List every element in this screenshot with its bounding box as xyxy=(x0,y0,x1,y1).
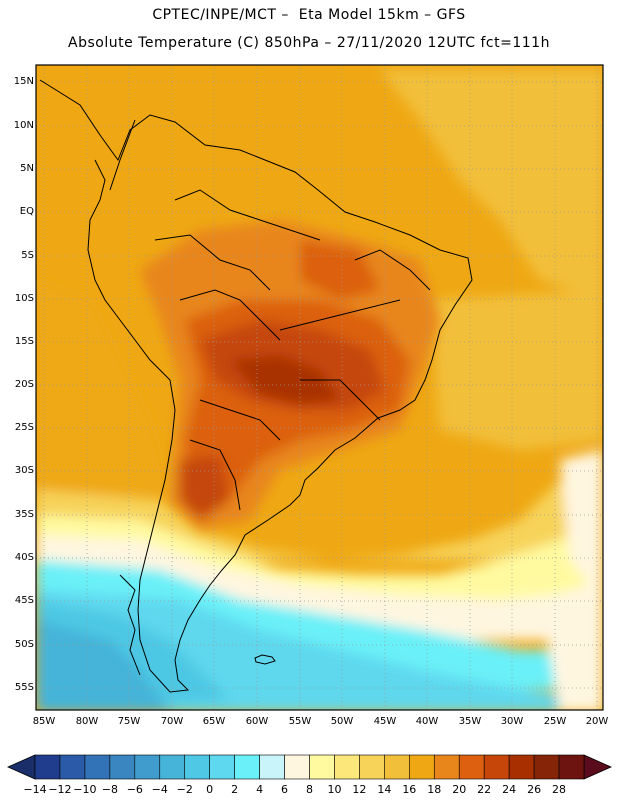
colorbar-label: −4 xyxy=(151,783,168,796)
colorbar-label: 4 xyxy=(256,783,264,796)
colorbar-label: 20 xyxy=(452,783,467,796)
south-america-coastline xyxy=(39,79,473,693)
lon-label: 40W xyxy=(415,716,439,727)
colorbar-label: −12 xyxy=(48,783,72,796)
colorbar-swatch xyxy=(409,754,435,780)
graticule xyxy=(36,65,603,710)
lon-label: 70W xyxy=(160,716,184,727)
colorbar-label: 8 xyxy=(306,783,313,796)
temperature-field xyxy=(36,65,603,710)
colorbar-swatch xyxy=(508,754,535,780)
falkland-islands xyxy=(254,654,276,665)
colorbar-label: −2 xyxy=(176,783,193,796)
lat-label: 30S xyxy=(14,465,34,476)
map-frame xyxy=(35,64,604,711)
lat-label: 40S xyxy=(14,552,34,563)
lon-label: 85W xyxy=(32,716,56,727)
coastline-borders xyxy=(39,79,473,693)
colorbar-swatch xyxy=(359,754,385,780)
lat-label: 55S xyxy=(14,682,34,693)
lon-label: 75W xyxy=(117,716,141,727)
colorbar-swatch xyxy=(558,754,585,780)
lat-label: 5S xyxy=(21,250,34,261)
colorbar-swatch xyxy=(384,754,410,780)
lat-label: 5N xyxy=(20,163,34,174)
lon-label: 80W xyxy=(75,716,99,727)
colorbar-swatch xyxy=(309,754,335,780)
lon-label: 60W xyxy=(245,716,269,727)
lon-label: 35W xyxy=(458,716,482,727)
colorbar-label: 14 xyxy=(377,783,392,796)
colorbar-label: 0 xyxy=(206,783,214,796)
lat-label: 35S xyxy=(14,509,34,520)
colorbar-swatch xyxy=(533,754,560,780)
lat-label: 20S xyxy=(14,379,34,390)
colorbar-label: 16 xyxy=(402,783,417,796)
lat-label: 10S xyxy=(14,293,34,304)
colorbar-label: 22 xyxy=(477,783,492,796)
colorbar-label: 24 xyxy=(502,783,517,796)
colorbar-label: −14 xyxy=(23,783,47,796)
colorbar-label: −6 xyxy=(126,783,143,796)
lon-label: 55W xyxy=(288,716,312,727)
lat-label: 25S xyxy=(14,422,34,433)
colorbar-label: 12 xyxy=(352,783,367,796)
colorbar-swatch xyxy=(84,754,111,780)
colorbar-swatch xyxy=(458,754,485,780)
colorbar-left-arrow xyxy=(7,754,36,780)
colorbar-label: 6 xyxy=(281,783,289,796)
colorbar-swatch xyxy=(34,754,61,780)
lat-label: 15S xyxy=(14,336,34,347)
lon-label: 50W xyxy=(330,716,354,727)
colorbar-label: 18 xyxy=(427,783,442,796)
colorbar-label: 28 xyxy=(552,783,567,796)
colorbar-swatch xyxy=(134,754,161,780)
colorbar-swatch xyxy=(234,754,260,780)
colorbar-swatch xyxy=(109,754,136,780)
colorbar xyxy=(34,754,585,780)
chart-title-line1: CPTEC/INPE/MCT – Eta Model 15km – GFS xyxy=(152,7,466,23)
lat-label: 45S xyxy=(14,595,34,606)
colorbar-swatch xyxy=(334,754,360,780)
lon-label: 45W xyxy=(373,716,397,727)
colorbar-label: −10 xyxy=(73,783,97,796)
colorbar-swatch xyxy=(483,754,510,780)
colorbar-label: 10 xyxy=(327,783,342,796)
chart-title-line2: Absolute Temperature (C) 850hPa – 27/11/… xyxy=(68,35,550,51)
lat-label: EQ xyxy=(19,206,34,217)
colorbar-swatch xyxy=(184,754,210,780)
lon-label: 25W xyxy=(543,716,567,727)
colorbar-swatch xyxy=(259,754,285,780)
lat-label: 15N xyxy=(13,76,34,87)
colorbar-swatch xyxy=(433,754,460,780)
colorbar-right-arrow xyxy=(583,754,612,780)
colorbar-label: 26 xyxy=(527,783,542,796)
lat-label: 50S xyxy=(14,639,34,650)
colorbar-swatch xyxy=(209,754,235,780)
colorbar-swatch xyxy=(284,754,310,780)
colorbar-swatch xyxy=(59,754,86,780)
lat-label: 10N xyxy=(13,120,34,131)
colorbar-label: 2 xyxy=(231,783,239,796)
lon-label: 20W xyxy=(585,716,609,727)
lon-label: 65W xyxy=(202,716,226,727)
lon-label: 30W xyxy=(500,716,524,727)
colorbar-swatch xyxy=(159,754,186,780)
colorbar-label: −8 xyxy=(101,783,118,796)
